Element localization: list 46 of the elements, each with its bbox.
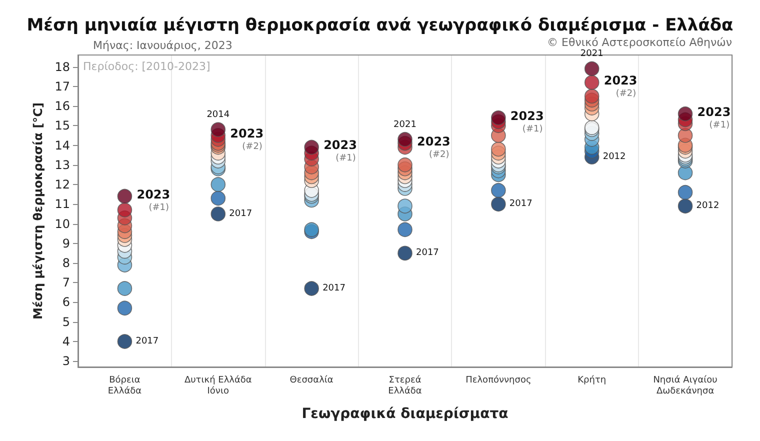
y-tick-label: 10 [54,216,70,231]
y-tick-label: 9 [62,236,70,250]
y-tick-label: 14 [54,138,70,152]
x-tick-label: Κρήτη [578,374,606,386]
annotation: 2021 [580,49,604,60]
annotation: 2023 (#2) [230,126,264,152]
y-tick-label: 17 [54,79,70,94]
annotation: 2021 [394,120,416,130]
annotation: 2023 (#1) [697,104,731,130]
text: © Εθνικό Αστεροσκοπείο Αθηνών [547,36,732,49]
y-tick-label: 16 [54,99,70,114]
annotation: 2017 [509,199,532,210]
y-axis-title: Μέση μέγιστη θερμοκρασία [°C] [30,102,45,320]
y-tick-label: 12 [54,178,70,192]
annotation: 2012 [602,152,626,162]
y-tick-label: 18 [54,60,70,74]
y-tick-label: 4 [62,334,70,348]
x-tick-label: Νησιά Αιγαίου Δωδεκάνησα [653,374,718,396]
y-tick-label: 13 [54,158,70,172]
x-tick-label: Πελοπόννησος [466,374,532,386]
annotation: 2023 (#1) [136,187,170,213]
x-tick-label: Βόρεια Ελλάδα [108,374,142,396]
x-tick-label: Δυτική Ελλάδα Ιόνιο [184,374,252,396]
annotation: 2023 (#1) [324,138,357,164]
annotation: 2017 [229,208,252,219]
annotation: 2023 (#2) [417,134,450,160]
annotation: 2017 [322,284,346,294]
annotation: 2017 [136,336,159,346]
x-tick-label: Θεσσαλία [290,374,334,386]
chart-title: Μέση μηνιαία μέγιστη θερμοκρασία ανά γεωγραφικό διαμέρισμα - Ελλάδα [26,16,734,36]
annotation: 2023 (#2) [604,73,638,99]
annotation: Περίοδος: [2010-2023] [83,60,210,73]
annotation: 2012 [696,201,720,212]
y-tick-label: 5 [62,314,70,329]
chart-subtitle: Μήνας: Ιανουάριος, 2023 [93,39,232,52]
y-tick-label: 8 [62,256,70,270]
y-tick-label: 6 [62,295,70,310]
annotation: 2014 [206,110,230,120]
x-axis-title: Γεωγραφικά διαμερίσματα [302,406,509,422]
y-tick-label: 3 [62,354,70,368]
annotation: 2023 (#1) [510,108,544,134]
y-tick-label: 15 [54,118,70,133]
y-tick-label: 7 [62,276,70,290]
y-tick-label: 11 [54,197,70,212]
x-tick-label: Στερεά Ελλάδα [388,374,422,396]
annotation: 2017 [416,248,439,258]
